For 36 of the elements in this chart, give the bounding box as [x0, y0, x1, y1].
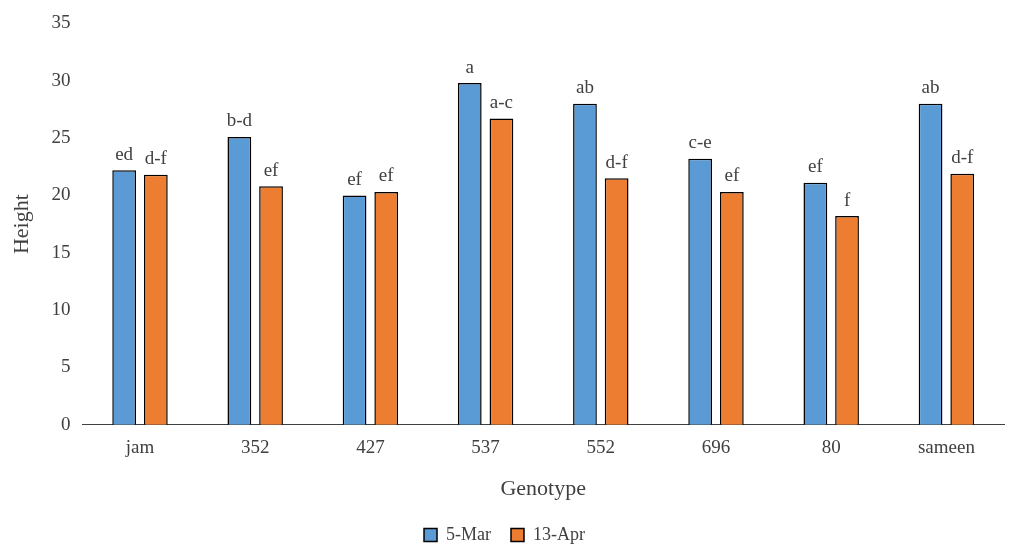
data-label: ef	[263, 158, 280, 180]
data-label: ed	[115, 142, 134, 164]
y-tick-label: 30	[51, 68, 71, 90]
data-label: f	[843, 188, 851, 210]
legend-label: 5-Mar	[446, 523, 491, 544]
data-label: ef	[378, 164, 395, 186]
data-label: a-c	[489, 91, 514, 113]
x-tick-label: 696	[701, 436, 731, 458]
x-tick-label: sameen	[917, 436, 976, 458]
x-tick-label: 427	[356, 436, 385, 458]
data-label: ef	[807, 155, 824, 177]
y-tick-label: 10	[51, 298, 71, 320]
y-tick-label: 35	[51, 11, 71, 33]
x-tick-label: 352	[240, 436, 270, 458]
data-label: b-d	[226, 109, 253, 131]
y-axis-title: Height	[7, 194, 33, 255]
data-label: d-f	[951, 146, 974, 168]
data-label: ab	[575, 76, 594, 98]
y-tick-label: 15	[51, 240, 71, 262]
y-tick-label: 0	[60, 412, 71, 434]
data-label: ef	[347, 167, 363, 189]
y-tick-label: 25	[51, 126, 71, 148]
data-label: d-f	[605, 150, 629, 172]
data-label: ab	[921, 76, 940, 98]
y-tick-label: 20	[51, 183, 71, 205]
data-label: c-e	[688, 131, 712, 153]
y-tick-label: 5	[60, 355, 71, 377]
x-axis-title: Genotype	[500, 474, 586, 500]
data-label: a	[465, 55, 475, 77]
x-tick-label: jam	[124, 436, 155, 458]
x-tick-label: 537	[471, 436, 500, 458]
x-tick-label: 552	[586, 436, 616, 458]
legend-label: 13-Apr	[533, 523, 585, 544]
data-label: d-f	[144, 147, 168, 169]
x-tick-label: 80	[821, 436, 841, 458]
data-label: ef	[724, 164, 740, 186]
